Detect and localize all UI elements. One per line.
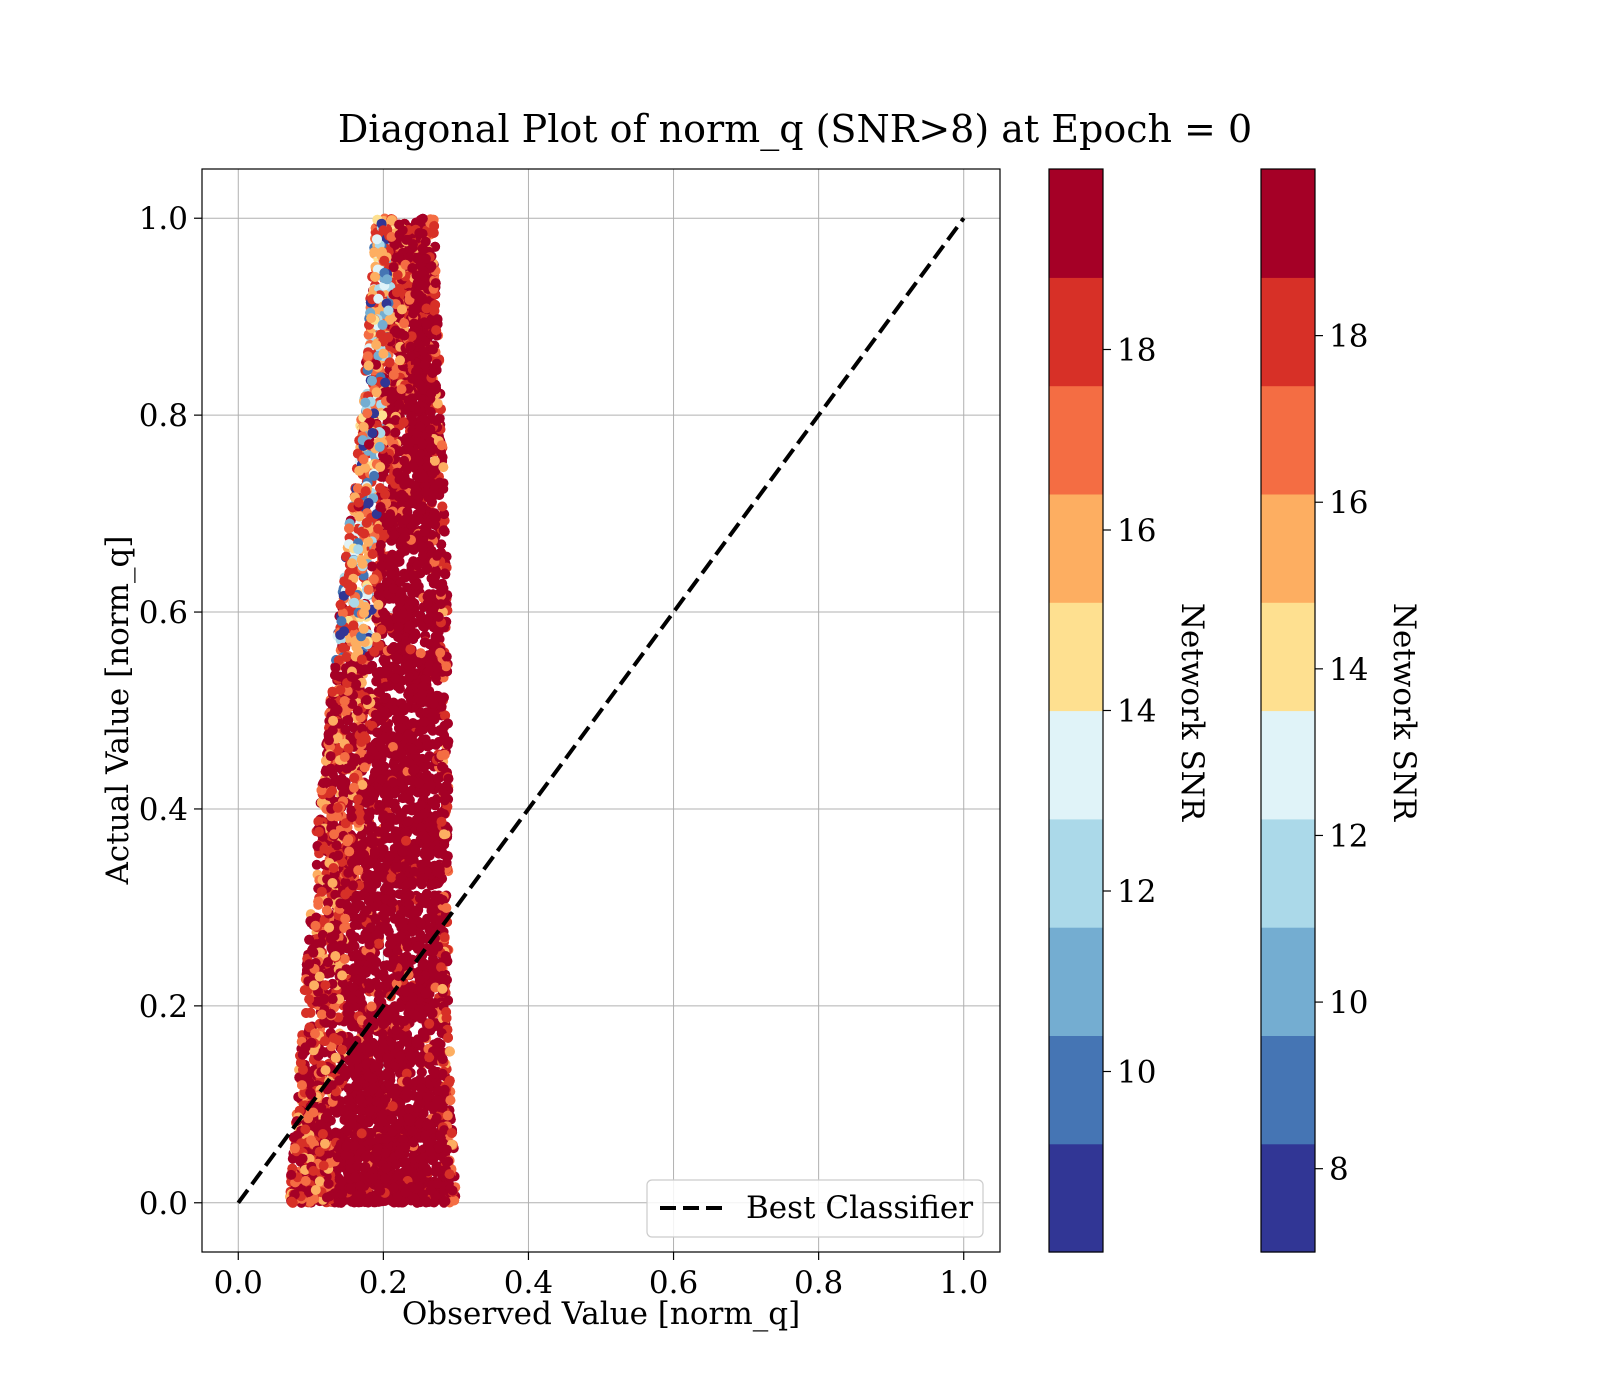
scatter-point bbox=[440, 710, 451, 721]
scatter-points bbox=[285, 213, 461, 1208]
scatter-point bbox=[402, 582, 413, 593]
main-axes: 0.0 0.2 0.4 0.6 0.8 1.0 0.00.20.40.60.81.0 Ob… bbox=[100, 168, 1001, 1332]
chart-title: Diagonal Plot of norm_q (SNR>8) at Epoch… bbox=[338, 107, 1252, 152]
scatter-point bbox=[382, 947, 393, 958]
scatter-point bbox=[311, 859, 322, 870]
